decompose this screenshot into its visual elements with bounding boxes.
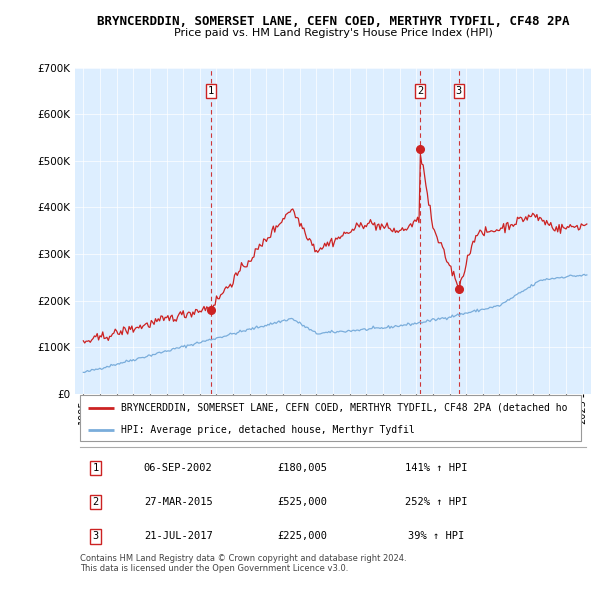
Text: Contains HM Land Registry data © Crown copyright and database right 2024.
This d: Contains HM Land Registry data © Crown c… — [80, 554, 407, 573]
Text: 252% ↑ HPI: 252% ↑ HPI — [405, 497, 467, 507]
Text: BRYNCERDDIN, SOMERSET LANE, CEFN COED, MERTHYR TYDFIL, CF48 2PA: BRYNCERDDIN, SOMERSET LANE, CEFN COED, M… — [97, 15, 569, 28]
Text: 3: 3 — [92, 532, 99, 542]
Text: 1: 1 — [208, 86, 214, 96]
Text: 21-JUL-2017: 21-JUL-2017 — [144, 532, 212, 542]
Text: 2: 2 — [417, 86, 423, 96]
Text: 27-MAR-2015: 27-MAR-2015 — [144, 497, 212, 507]
Text: 06-SEP-2002: 06-SEP-2002 — [144, 463, 212, 473]
Text: 3: 3 — [455, 86, 462, 96]
Text: HPI: Average price, detached house, Merthyr Tydfil: HPI: Average price, detached house, Mert… — [121, 425, 415, 435]
Text: £525,000: £525,000 — [277, 497, 327, 507]
Text: 1: 1 — [92, 463, 99, 473]
Text: Price paid vs. HM Land Registry's House Price Index (HPI): Price paid vs. HM Land Registry's House … — [173, 28, 493, 38]
FancyBboxPatch shape — [80, 395, 581, 441]
Text: BRYNCERDDIN, SOMERSET LANE, CEFN COED, MERTHYR TYDFIL, CF48 2PA (detached ho: BRYNCERDDIN, SOMERSET LANE, CEFN COED, M… — [121, 402, 568, 412]
Text: 39% ↑ HPI: 39% ↑ HPI — [408, 532, 464, 542]
Text: £180,005: £180,005 — [277, 463, 327, 473]
Text: 2: 2 — [92, 497, 99, 507]
Text: 141% ↑ HPI: 141% ↑ HPI — [405, 463, 467, 473]
Text: £225,000: £225,000 — [277, 532, 327, 542]
